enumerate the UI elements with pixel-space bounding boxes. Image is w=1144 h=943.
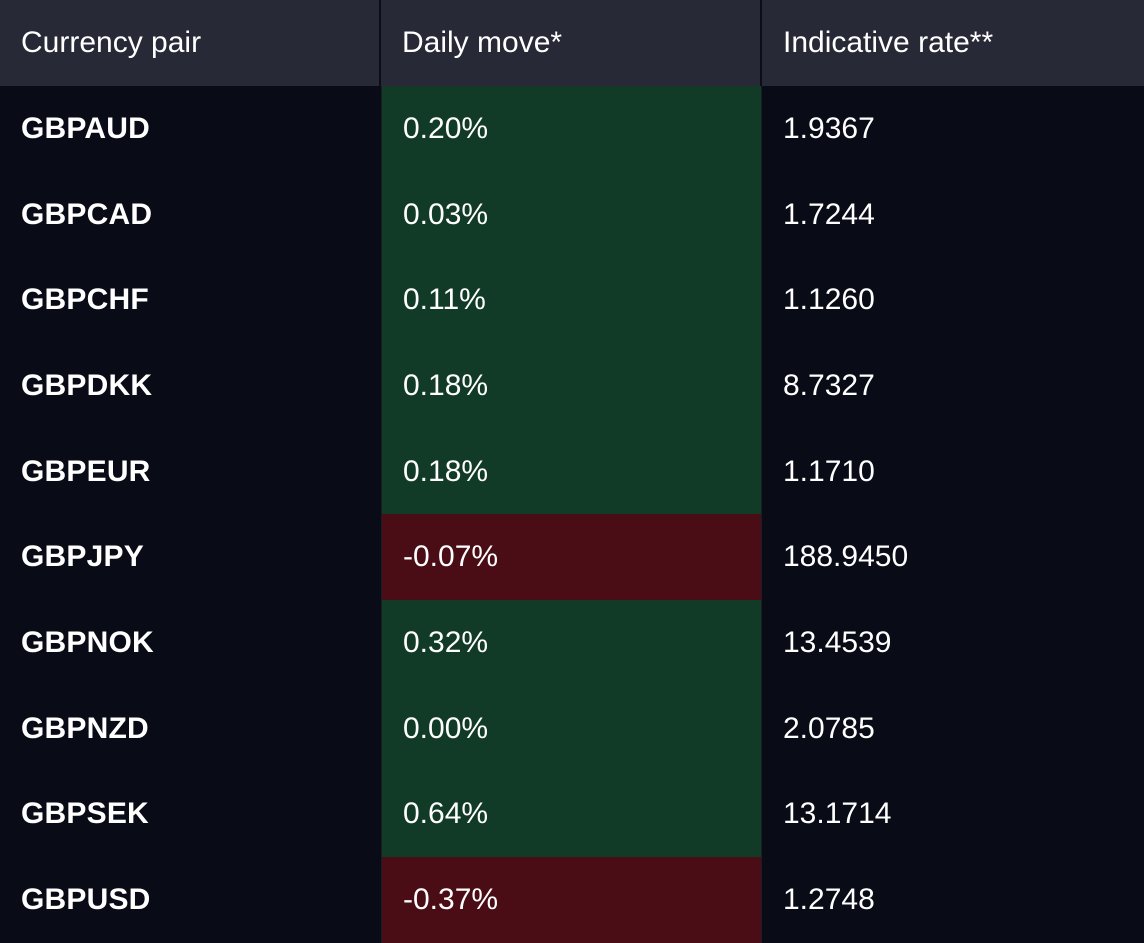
cell-indicative-rate: 1.1710 [762,428,1144,515]
cell-pair: GBPEUR [0,428,381,515]
cell-daily-move: 0.64% [381,771,762,858]
cell-pair: GBPNZD [0,685,381,772]
header-daily-move: Daily move* [381,0,762,86]
header-indicative-rate: Indicative rate** [762,0,1144,86]
cell-indicative-rate: 1.9367 [762,86,1144,172]
cell-indicative-rate: 1.7244 [762,171,1144,258]
cell-pair: GBPNOK [0,600,381,686]
cell-indicative-rate: 13.4539 [762,600,1144,686]
cell-pair: GBPCAD [0,171,381,258]
cell-pair: GBPUSD [0,857,381,943]
cell-daily-move: 0.03% [381,171,762,258]
cell-indicative-rate: 8.7327 [762,343,1144,429]
cell-indicative-rate: 1.1260 [762,257,1144,344]
cell-daily-move: 0.18% [381,428,762,515]
cell-daily-move: 0.11% [381,257,762,344]
cell-pair: GBPCHF [0,257,381,344]
cell-daily-move: 0.18% [381,343,762,429]
cell-pair: GBPDKK [0,343,381,429]
cell-daily-move: 0.32% [381,600,762,686]
cell-indicative-rate: 188.9450 [762,514,1144,601]
cell-pair: GBPSEK [0,771,381,858]
cell-daily-move: -0.37% [381,857,762,943]
cell-daily-move: 0.00% [381,685,762,772]
cell-indicative-rate: 2.0785 [762,685,1144,772]
cell-pair: GBPAUD [0,86,381,172]
cell-indicative-rate: 13.1714 [762,771,1144,858]
header-currency-pair: Currency pair [0,0,381,86]
cell-daily-move: 0.20% [381,86,762,172]
cell-daily-move: -0.07% [381,514,762,601]
cell-indicative-rate: 1.2748 [762,857,1144,943]
cell-pair: GBPJPY [0,514,381,601]
